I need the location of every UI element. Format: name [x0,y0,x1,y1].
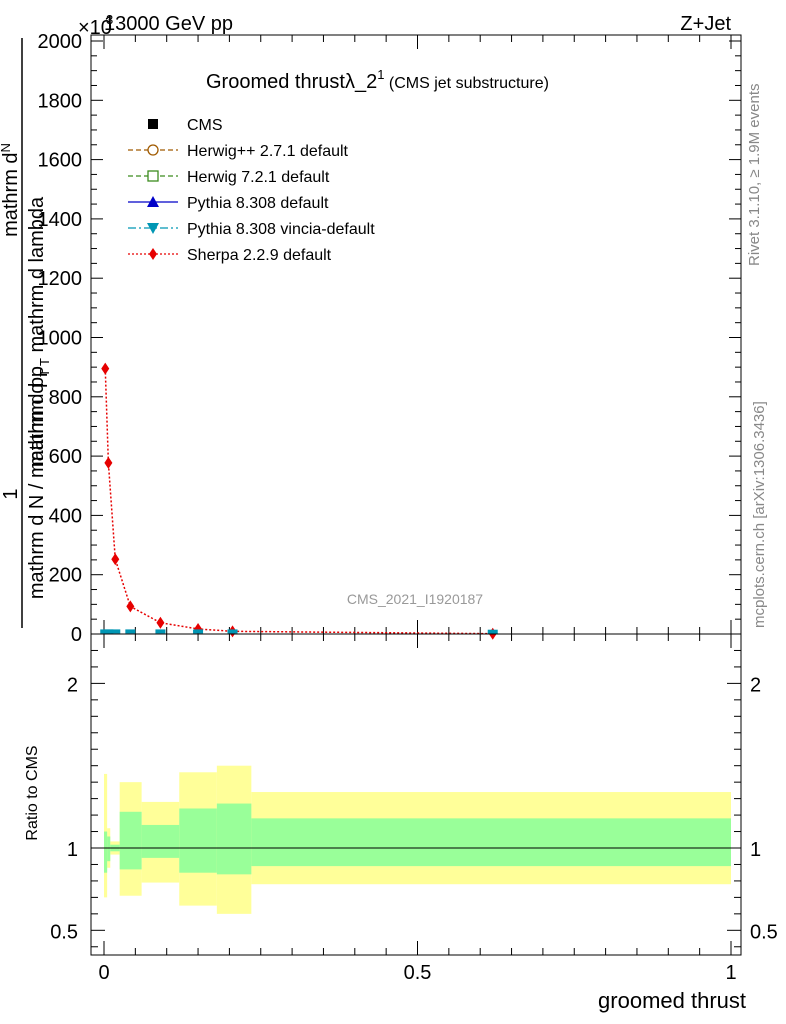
legend-marker [147,223,159,234]
x-tick-label: 0.5 [404,962,432,984]
y-tick-label: 1200 [38,268,83,290]
sherpa-series-line [104,368,493,635]
mcplots-reference-label: mcplots.cern.ch [arXiv:1306.3436] [751,401,768,628]
ratio-band-green [251,818,731,867]
ratio-band-green [141,824,180,858]
sherpa-point [126,600,135,613]
cms-point [155,629,166,634]
chart-subtitle: (CMS jet substructure) [389,75,549,92]
ratio-y-tick-label-right: 2 [750,674,761,696]
chart-title-main: Groomed thrustλ_2 [206,71,377,93]
legend-marker [147,196,159,207]
ratio-y-tick-label: 2 [67,674,78,696]
ratio-y-tick-label-right: 0.5 [750,921,778,943]
legend: CMS Herwig++ 2.7.1 default Herwig 7.2.1 de… [128,117,375,264]
sherpa-point [104,456,113,469]
x-tick-label: 0 [98,962,109,984]
y-tick-label: 200 [49,565,82,587]
ratio-band-green [216,803,252,875]
ratio-band-green [107,836,111,862]
scale-label: ×10 [78,17,112,39]
main-y-ticks: 0 200 400 600 800 1000 1200 1400 1600 1800 2000 [38,31,741,646]
ratio-y-tick-label: 1 [67,839,78,861]
cms-point [110,629,121,634]
main-panel: 0 200 400 600 800 1000 1200 1400 1600 1800 2000 Gr… [38,31,742,646]
sherpa-point [111,553,120,566]
main-series [100,362,498,640]
y-tick-label: 1400 [38,209,83,231]
sherpa-point [101,362,110,375]
y-tick-label: 1600 [38,150,83,172]
y-tick-label: 0 [71,624,82,646]
energy-label: 13000 GeV pp [104,13,233,35]
sherpa-point [156,616,165,629]
y-label-denominator: mathrm d pT mathrm d lambda [26,196,52,467]
ratio-bands [104,765,731,914]
y-tick-label: 400 [49,505,82,527]
y-tick-label: 800 [49,387,82,409]
legend-label: CMS [187,117,223,134]
x-tick-label: 1 [725,962,736,984]
y-tick-label: 600 [49,446,82,468]
main-x-ticks [103,35,732,634]
legend-marker [149,248,157,260]
y-tick-label: 2000 [38,31,83,53]
legend-label: Herwig 7.2.1 default [187,169,330,186]
ratio-band-green [104,831,108,873]
chart-title: Groomed thrustλ_21 (CMS jet substructure… [206,67,549,93]
ratio-frame [90,633,742,956]
y-tick-label: 1800 [38,90,83,112]
legend-label: Herwig++ 2.7.1 default [187,143,349,160]
legend-label: Pythia 8.308 vincia-default [187,221,375,238]
process-label: Z+Jet [680,13,731,35]
cms-point [227,629,238,634]
ratio-x-ticks: 0 0.5 1 [98,634,737,984]
y-label-prefix-denominator: mathrm d N / mathrm d pT [26,369,52,599]
cms-point [193,629,204,634]
legend-marker [147,144,159,156]
chart-title-superscript: 1 [377,67,384,82]
ratio-y-tick-label: 0.5 [50,921,78,943]
legend-marker [148,119,158,129]
y-tick-label: 1000 [38,328,83,350]
main-y-axis-label: 1 mathrm dN mathrm d pT mathrm d lambda … [0,38,52,628]
ratio-y-ticks: 0.5 0.5 1 1 2 2 [50,649,778,948]
y-label-numerator: mathrm dN [0,143,22,237]
rivet-version-label: Rivet 3.1.10, ≥ 1.9M events [746,84,763,267]
analysis-watermark: CMS_2021_I1920187 [347,591,483,607]
y-label-prefix: 1 [0,488,22,499]
legend-marker [147,170,159,182]
scale-exponent: 3 [106,12,113,27]
legend-label: Pythia 8.308 default [187,195,329,212]
x-axis-label: groomed thrust [598,988,746,1013]
ratio-band-green [179,808,217,873]
cms-point [487,629,498,634]
ratio-y-label: Ratio to CMS [24,745,41,840]
ratio-y-tick-label-right: 1 [750,839,761,861]
legend-label: Sherpa 2.2.9 default [187,247,332,264]
ratio-panel: 0.5 0.51 12 2 0 0.5 1 Ratio to CMS groomed th… [24,633,778,1013]
cms-point [103,629,114,634]
ratio-band-green [119,811,142,870]
cms-point [125,629,136,634]
